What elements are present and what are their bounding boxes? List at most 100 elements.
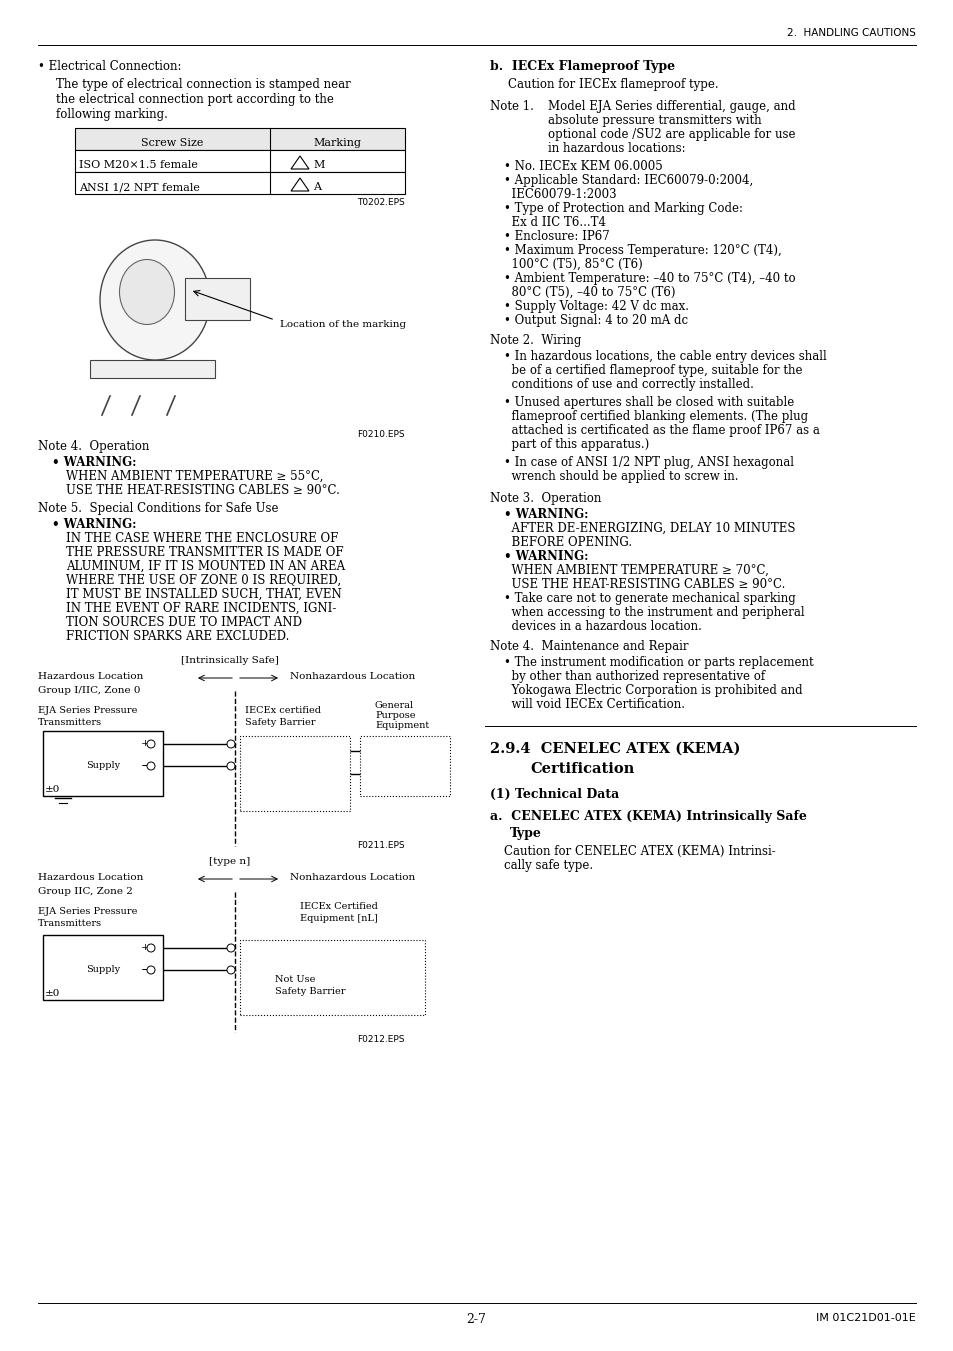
Text: Hazardous Location: Hazardous Location xyxy=(38,671,143,681)
Text: USE THE HEAT-RESISTING CABLES ≥ 90°C.: USE THE HEAT-RESISTING CABLES ≥ 90°C. xyxy=(503,578,784,590)
Text: Transmitters: Transmitters xyxy=(38,717,102,727)
Text: • Applicable Standard: IEC60079-0:2004,: • Applicable Standard: IEC60079-0:2004, xyxy=(503,174,753,186)
Text: WHEN AMBIENT TEMPERATURE ≥ 55°C,: WHEN AMBIENT TEMPERATURE ≥ 55°C, xyxy=(66,470,323,484)
Circle shape xyxy=(147,944,154,952)
Text: • Type of Protection and Marking Code:: • Type of Protection and Marking Code: xyxy=(503,203,742,215)
Circle shape xyxy=(227,966,234,974)
Circle shape xyxy=(147,762,154,770)
Text: Safety Barrier: Safety Barrier xyxy=(245,717,315,727)
Text: ±0: ±0 xyxy=(45,989,60,997)
Ellipse shape xyxy=(100,240,210,359)
Text: T0202.EPS: T0202.EPS xyxy=(356,199,405,207)
Text: AFTER DE-ENERGIZING, DELAY 10 MINUTES: AFTER DE-ENERGIZING, DELAY 10 MINUTES xyxy=(503,521,795,535)
Text: WHEN AMBIENT TEMPERATURE ≥ 70°C,: WHEN AMBIENT TEMPERATURE ≥ 70°C, xyxy=(503,563,768,577)
Circle shape xyxy=(227,944,234,952)
Text: −: − xyxy=(141,759,152,773)
Bar xyxy=(90,359,214,378)
Text: absolute pressure transmitters with: absolute pressure transmitters with xyxy=(547,113,760,127)
Text: following marking.: following marking. xyxy=(56,108,168,122)
Text: A: A xyxy=(313,182,320,192)
Text: EJA Series Pressure: EJA Series Pressure xyxy=(38,907,137,916)
Text: Note 3.  Operation: Note 3. Operation xyxy=(490,492,600,505)
Text: Supply: Supply xyxy=(86,966,120,974)
Text: IN THE EVENT OF RARE INCIDENTS, IGNI-: IN THE EVENT OF RARE INCIDENTS, IGNI- xyxy=(66,603,336,615)
Text: 100°C (T5), 85°C (T6): 100°C (T5), 85°C (T6) xyxy=(503,258,642,272)
Text: Location of the marking: Location of the marking xyxy=(280,320,406,330)
Text: • Unused apertures shall be closed with suitable: • Unused apertures shall be closed with … xyxy=(503,396,794,409)
Text: Nonhazardous Location: Nonhazardous Location xyxy=(290,873,415,882)
Text: Certification: Certification xyxy=(530,762,634,775)
Text: Note 5.  Special Conditions for Safe Use: Note 5. Special Conditions for Safe Use xyxy=(38,503,278,515)
Text: • Ambient Temperature: –40 to 75°C (T4), –40 to: • Ambient Temperature: –40 to 75°C (T4),… xyxy=(503,272,795,285)
Text: devices in a hazardous location.: devices in a hazardous location. xyxy=(503,620,701,634)
Bar xyxy=(240,736,350,811)
Text: conditions of use and correctly installed.: conditions of use and correctly installe… xyxy=(503,378,753,390)
Text: Caution for IECEx flameproof type.: Caution for IECEx flameproof type. xyxy=(507,78,718,91)
Circle shape xyxy=(227,740,234,748)
Text: part of this apparatus.): part of this apparatus.) xyxy=(503,438,649,451)
Text: IECEx Certified: IECEx Certified xyxy=(299,902,377,911)
Text: Group IIC, Zone 2: Group IIC, Zone 2 xyxy=(38,888,132,896)
Bar xyxy=(240,940,424,1015)
Ellipse shape xyxy=(119,259,174,324)
Bar xyxy=(75,128,405,150)
Text: IT MUST BE INSTALLED SUCH, THAT, EVEN: IT MUST BE INSTALLED SUCH, THAT, EVEN xyxy=(66,588,341,601)
Text: −: − xyxy=(141,963,152,977)
Text: ANSI 1/2 NPT female: ANSI 1/2 NPT female xyxy=(79,182,200,192)
Bar xyxy=(43,935,163,1000)
Text: Ex d IIC T6...T4: Ex d IIC T6...T4 xyxy=(503,216,605,230)
Text: IECEx certified: IECEx certified xyxy=(245,707,320,715)
Text: • WARNING:: • WARNING: xyxy=(503,508,588,521)
Text: Screw Size: Screw Size xyxy=(141,138,203,149)
Circle shape xyxy=(227,762,234,770)
Text: Caution for CENELEC ATEX (KEMA) Intrinsi-: Caution for CENELEC ATEX (KEMA) Intrinsi… xyxy=(503,844,775,858)
Text: when accessing to the instrument and peripheral: when accessing to the instrument and per… xyxy=(503,607,803,619)
Text: Type: Type xyxy=(510,827,541,840)
Text: USE THE HEAT-RESISTING CABLES ≥ 90°C.: USE THE HEAT-RESISTING CABLES ≥ 90°C. xyxy=(66,484,339,497)
Circle shape xyxy=(147,966,154,974)
Polygon shape xyxy=(291,155,309,169)
Bar xyxy=(75,150,405,172)
Text: • In case of ANSI 1/2 NPT plug, ANSI hexagonal: • In case of ANSI 1/2 NPT plug, ANSI hex… xyxy=(503,457,793,469)
Polygon shape xyxy=(291,178,309,190)
Text: ±0: ±0 xyxy=(45,785,60,793)
Text: General: General xyxy=(375,701,414,711)
Text: cally safe type.: cally safe type. xyxy=(503,859,593,871)
Text: Nonhazardous Location: Nonhazardous Location xyxy=(290,671,415,681)
Text: 2.  HANDLING CAUTIONS: 2. HANDLING CAUTIONS xyxy=(786,28,915,38)
Text: • In hazardous locations, the cable entry devices shall: • In hazardous locations, the cable entr… xyxy=(503,350,826,363)
Text: 2-7: 2-7 xyxy=(466,1313,485,1325)
Text: • Output Signal: 4 to 20 mA dc: • Output Signal: 4 to 20 mA dc xyxy=(503,313,687,327)
Text: by other than authorized representative of: by other than authorized representative … xyxy=(503,670,764,684)
Text: Purpose: Purpose xyxy=(375,711,416,720)
Text: 80°C (T5), –40 to 75°C (T6): 80°C (T5), –40 to 75°C (T6) xyxy=(503,286,675,299)
Text: attached is certificated as the flame proof IP67 as a: attached is certificated as the flame pr… xyxy=(503,424,819,436)
Text: • The instrument modification or parts replacement: • The instrument modification or parts r… xyxy=(503,657,813,669)
Text: Note 4.  Operation: Note 4. Operation xyxy=(38,440,150,453)
Text: a.  CENELEC ATEX (KEMA) Intrinsically Safe: a. CENELEC ATEX (KEMA) Intrinsically Saf… xyxy=(490,811,806,823)
Text: • Supply Voltage: 42 V dc max.: • Supply Voltage: 42 V dc max. xyxy=(503,300,688,313)
Text: ISO M20×1.5 female: ISO M20×1.5 female xyxy=(79,159,197,170)
Text: Supply: Supply xyxy=(86,762,120,770)
Text: F0210.EPS: F0210.EPS xyxy=(357,430,405,439)
Text: IEC60079-1:2003: IEC60079-1:2003 xyxy=(503,188,616,201)
Text: 2.9.4  CENELEC ATEX (KEMA): 2.9.4 CENELEC ATEX (KEMA) xyxy=(490,742,740,757)
Text: • WARNING:: • WARNING: xyxy=(503,550,588,563)
Text: (1) Technical Data: (1) Technical Data xyxy=(490,788,618,801)
Text: Model EJA Series differential, gauge, and: Model EJA Series differential, gauge, an… xyxy=(547,100,795,113)
Text: • Enclosure: IP67: • Enclosure: IP67 xyxy=(503,230,609,243)
Text: EJA Series Pressure: EJA Series Pressure xyxy=(38,707,137,715)
Bar xyxy=(359,736,450,796)
Text: FRICTION SPARKS ARE EXCLUDED.: FRICTION SPARKS ARE EXCLUDED. xyxy=(66,630,289,643)
Text: Equipment [nL]: Equipment [nL] xyxy=(299,915,377,923)
Text: Yokogawa Electric Corporation is prohibited and: Yokogawa Electric Corporation is prohibi… xyxy=(503,684,801,697)
Text: IN THE CASE WHERE THE ENCLOSURE OF: IN THE CASE WHERE THE ENCLOSURE OF xyxy=(66,532,338,544)
Text: IM 01C21D01-01E: IM 01C21D01-01E xyxy=(816,1313,915,1323)
Text: M: M xyxy=(313,159,324,170)
Text: Group I/IIC, Zone 0: Group I/IIC, Zone 0 xyxy=(38,686,140,694)
Text: F0211.EPS: F0211.EPS xyxy=(357,842,405,850)
Bar xyxy=(185,278,250,320)
Text: flameproof certified blanking elements. (The plug: flameproof certified blanking elements. … xyxy=(503,409,807,423)
Text: Hazardous Location: Hazardous Location xyxy=(38,873,143,882)
Text: BEFORE OPENING.: BEFORE OPENING. xyxy=(503,536,632,549)
